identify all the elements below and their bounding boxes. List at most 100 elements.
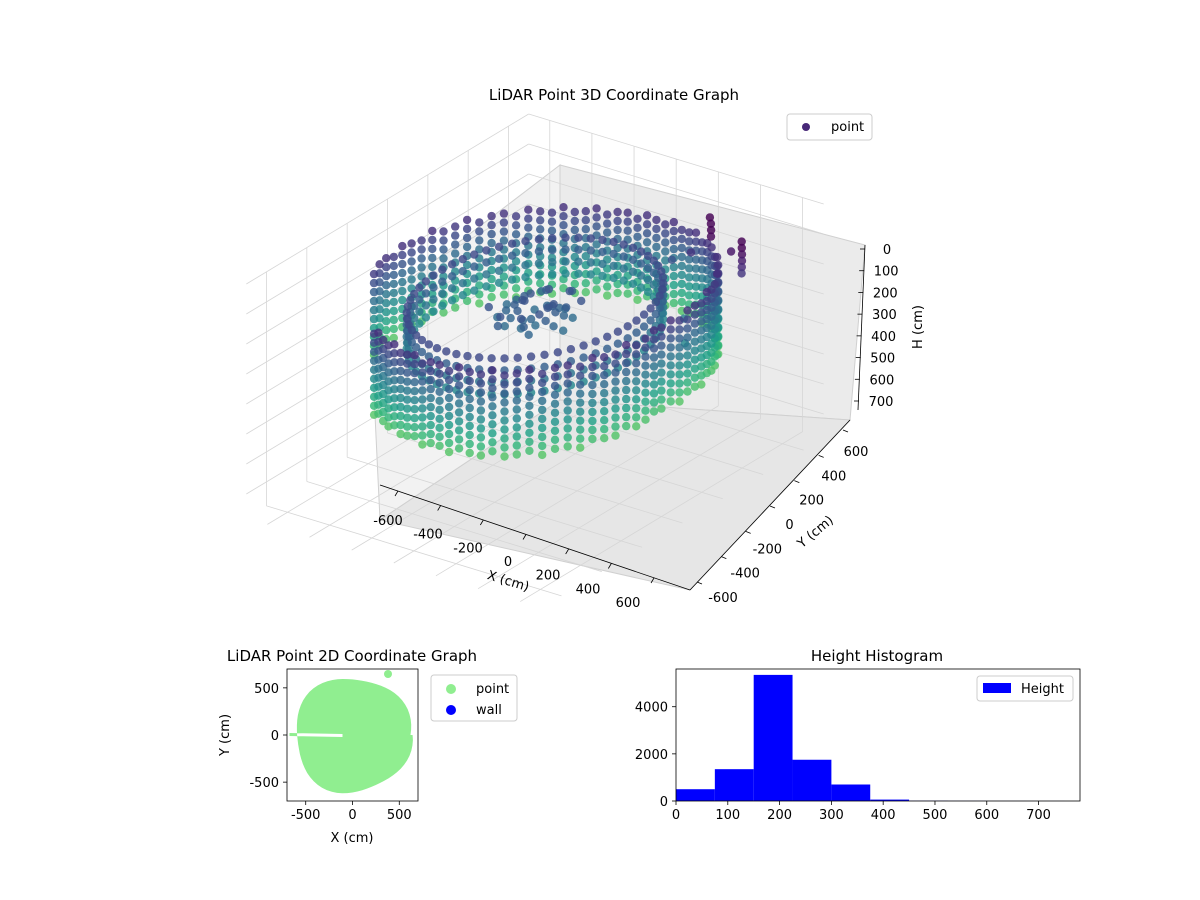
point	[697, 353, 706, 362]
point	[677, 261, 686, 271]
point	[403, 359, 412, 368]
point	[499, 227, 509, 236]
point	[525, 392, 534, 401]
point	[442, 359, 451, 368]
point	[511, 230, 521, 239]
point	[561, 245, 570, 254]
point	[534, 235, 544, 244]
point	[705, 213, 715, 222]
point	[412, 343, 421, 352]
point	[374, 328, 383, 337]
point	[690, 346, 699, 355]
point	[389, 306, 398, 316]
point	[475, 236, 484, 245]
point	[407, 266, 416, 275]
point	[658, 285, 667, 294]
point	[549, 322, 558, 331]
point	[550, 444, 560, 453]
point	[706, 232, 716, 241]
point	[657, 341, 666, 350]
point	[690, 337, 699, 346]
point	[600, 425, 609, 434]
point	[714, 260, 723, 270]
point	[444, 393, 454, 403]
point	[488, 375, 497, 384]
point	[541, 316, 550, 326]
legend-2d-label-point: point	[476, 682, 509, 697]
point	[588, 416, 597, 426]
point	[415, 319, 424, 328]
point	[661, 256, 670, 265]
point	[494, 278, 504, 287]
point	[553, 348, 562, 357]
x-tick	[650, 577, 655, 584]
point	[600, 371, 609, 380]
point	[465, 421, 474, 431]
point	[551, 308, 560, 317]
point	[547, 217, 557, 226]
point	[520, 296, 529, 305]
point	[421, 289, 431, 298]
point	[619, 264, 628, 273]
point	[661, 229, 670, 238]
point	[465, 403, 474, 413]
point	[470, 286, 479, 295]
point	[512, 378, 521, 387]
point	[465, 439, 474, 449]
point	[444, 420, 454, 430]
point	[609, 237, 618, 247]
point	[737, 243, 746, 253]
point	[418, 368, 427, 377]
point	[389, 270, 398, 280]
point	[655, 291, 664, 300]
point	[690, 319, 699, 328]
point	[462, 260, 472, 270]
point	[524, 214, 533, 223]
point	[685, 255, 694, 264]
histogram-bars	[676, 674, 1065, 801]
point	[550, 390, 560, 399]
point	[476, 433, 486, 442]
point	[622, 394, 631, 404]
point	[690, 373, 699, 382]
point	[475, 227, 484, 236]
point	[407, 275, 416, 284]
point	[683, 342, 692, 351]
point	[435, 360, 444, 369]
point	[475, 218, 484, 227]
point	[435, 396, 444, 405]
point	[500, 371, 509, 380]
point	[586, 234, 595, 243]
point	[643, 287, 653, 297]
point	[418, 395, 427, 404]
point	[407, 257, 416, 266]
point	[697, 344, 706, 353]
point	[525, 374, 534, 383]
point	[476, 370, 486, 379]
point	[633, 232, 642, 241]
point	[435, 432, 444, 441]
point	[390, 376, 399, 385]
point	[649, 344, 659, 353]
point	[406, 296, 415, 305]
point	[683, 360, 692, 369]
point	[639, 322, 649, 331]
point	[623, 334, 632, 343]
point	[598, 235, 607, 245]
point	[462, 242, 472, 252]
point	[600, 434, 609, 443]
point	[675, 361, 684, 370]
point	[476, 442, 486, 451]
x-axis-label: X (cm)	[485, 568, 531, 595]
point	[417, 254, 426, 263]
point	[675, 316, 684, 325]
point	[508, 239, 517, 248]
point	[611, 368, 620, 377]
point	[390, 412, 399, 421]
point	[525, 446, 534, 455]
point	[442, 347, 451, 356]
point	[512, 441, 521, 450]
point	[476, 415, 486, 424]
legend-hist-label: Height	[1021, 682, 1064, 697]
point	[675, 343, 684, 352]
